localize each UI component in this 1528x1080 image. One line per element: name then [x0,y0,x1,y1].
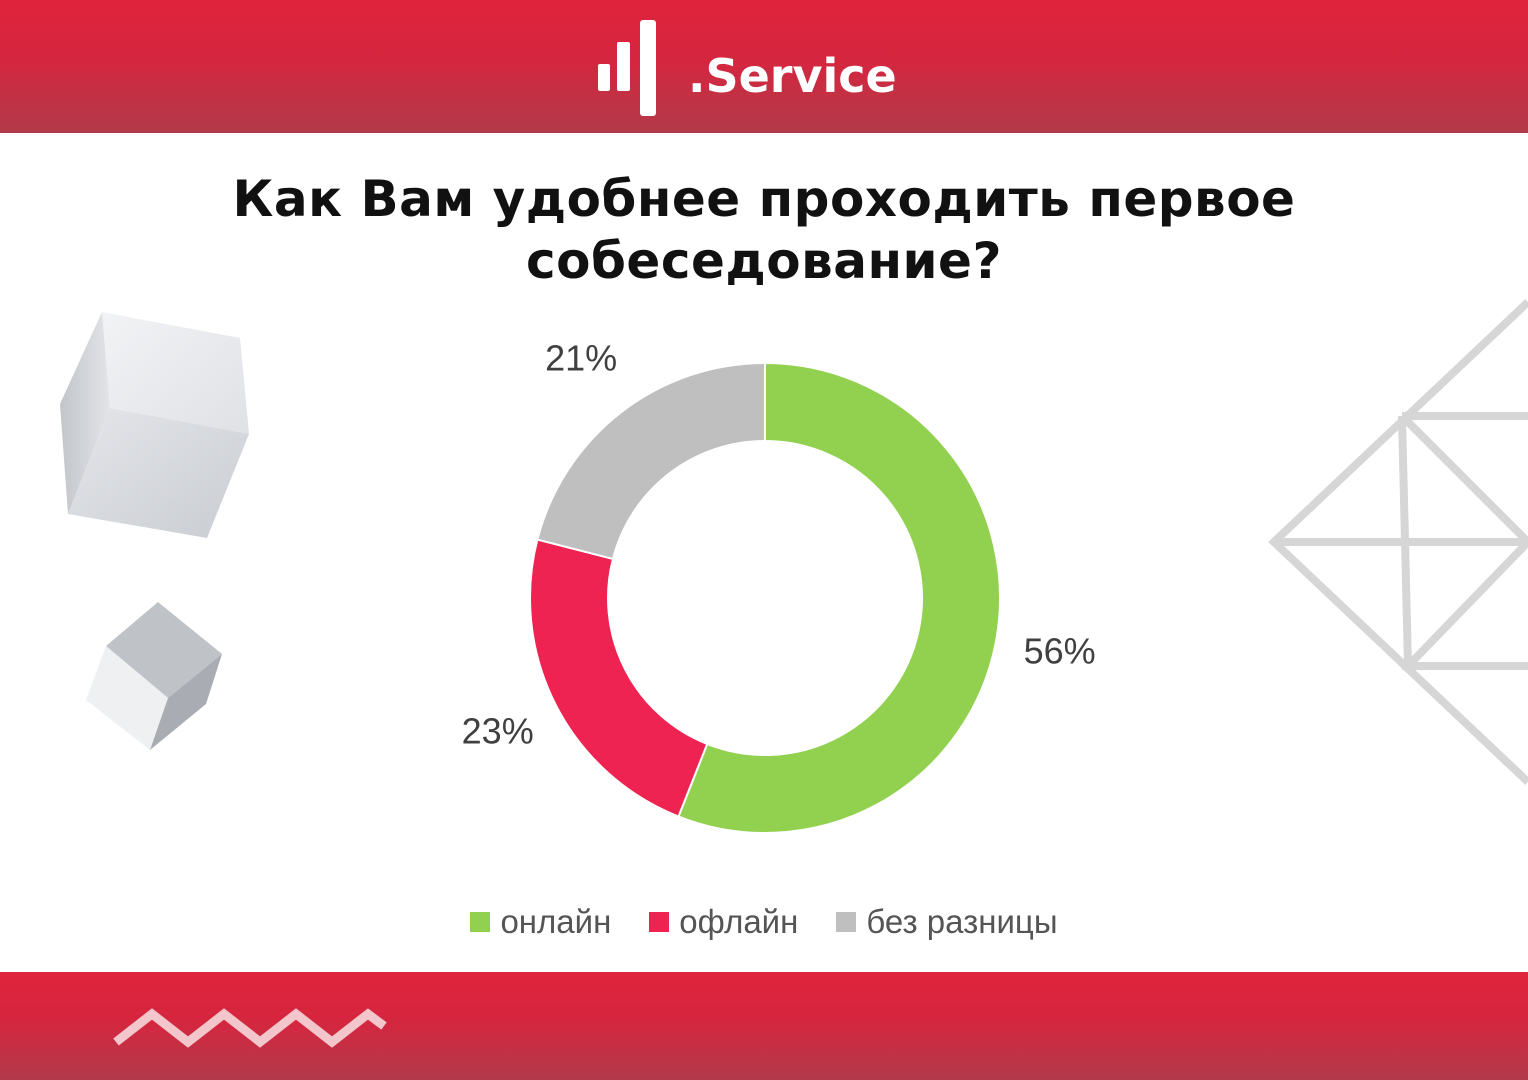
legend-item-1: онлайн [470,900,611,944]
header-band: .Service [0,0,1528,133]
slice-3 [536,361,766,561]
zigzag-icon [113,1008,387,1048]
cube-large-icon [60,312,249,538]
service-logo: .Service [596,20,897,116]
legend-item-2: офлайн [649,900,798,944]
logo-text: .Service [688,49,897,103]
data-label-1: 56% [1024,631,1096,672]
bar-chart-logo-icon [598,20,656,116]
legend-label-2: офлайн [679,903,799,940]
cube-small-icon [86,602,222,750]
legend-label-3: без разницы [866,903,1058,940]
legend-label-1: онлайн [500,903,612,940]
diamond-lattice-icon [1268,299,1528,785]
slice-1 [677,361,1002,834]
data-label-2: 23% [462,711,534,752]
data-label-3: 21% [545,337,617,378]
legend-swatch-3 [836,912,857,932]
chart-legend: онлайн офлайн без разницы [0,900,1528,944]
legend-swatch-2 [649,912,670,932]
chart-title: Как Вам удобнее проходить первое собесед… [232,170,1296,290]
legend-item-3: без разницы [836,900,1058,944]
footer-band [0,972,1528,1080]
legend-swatch-1 [470,912,491,932]
slice-2 [529,538,709,818]
